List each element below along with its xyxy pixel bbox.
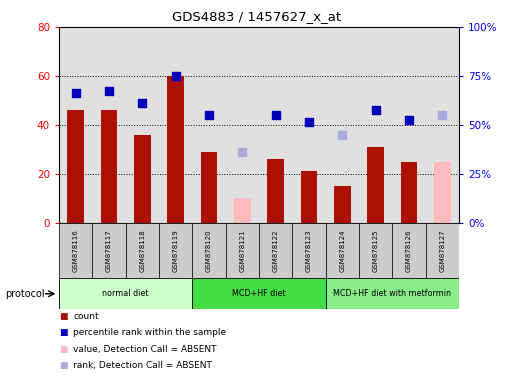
Bar [292,223,326,278]
Bar [92,223,126,278]
Bar [126,223,159,278]
Point [371,107,380,113]
Text: ■: ■ [59,312,68,321]
Point [405,117,413,123]
Point [238,149,246,155]
Text: GSM878127: GSM878127 [440,229,445,272]
Text: GSM878116: GSM878116 [73,229,78,272]
Text: MCD+HF diet with metformin: MCD+HF diet with metformin [333,289,451,298]
Bar [326,278,459,309]
Bar [234,198,251,223]
Point [171,73,180,79]
Text: protocol: protocol [5,289,45,299]
Point [138,100,147,106]
Bar [392,223,426,278]
Text: GSM878125: GSM878125 [373,229,379,272]
Bar [301,171,318,223]
Bar [226,223,259,278]
Point [105,88,113,94]
Bar [201,152,218,223]
Bar [159,223,192,278]
Text: GDS4883 / 1457627_x_at: GDS4883 / 1457627_x_at [172,10,341,23]
Text: GSM878122: GSM878122 [273,229,279,272]
Point [305,119,313,126]
Text: count: count [73,312,99,321]
Text: ■: ■ [59,344,68,354]
Point [338,131,346,138]
Bar [426,223,459,278]
Text: GSM878117: GSM878117 [106,229,112,272]
Bar [101,110,117,223]
Bar [434,162,451,223]
Text: GSM878119: GSM878119 [173,229,179,272]
Bar [167,76,184,223]
Bar [259,223,292,278]
Text: GSM878123: GSM878123 [306,229,312,272]
Point [71,90,80,96]
Text: ■: ■ [59,328,68,338]
Bar [134,135,151,223]
Bar [67,110,84,223]
Text: ■: ■ [59,361,68,370]
Point [271,112,280,118]
Bar [267,159,284,223]
Text: value, Detection Call = ABSENT: value, Detection Call = ABSENT [73,344,217,354]
Text: MCD+HF diet: MCD+HF diet [232,289,286,298]
Text: percentile rank within the sample: percentile rank within the sample [73,328,226,338]
Bar [401,162,418,223]
Text: rank, Detection Call = ABSENT: rank, Detection Call = ABSENT [73,361,212,370]
Text: GSM878120: GSM878120 [206,229,212,272]
Bar [359,223,392,278]
Point [438,112,446,118]
Bar [334,186,351,223]
Bar [192,278,326,309]
Text: GSM878121: GSM878121 [240,229,245,272]
Bar [192,223,226,278]
Text: GSM878118: GSM878118 [140,229,145,272]
Bar [326,223,359,278]
Bar [367,147,384,223]
Text: GSM878126: GSM878126 [406,229,412,272]
Text: GSM878124: GSM878124 [340,229,345,272]
Bar [59,278,192,309]
Bar [59,223,92,278]
Text: normal diet: normal diet [103,289,149,298]
Point [205,112,213,118]
